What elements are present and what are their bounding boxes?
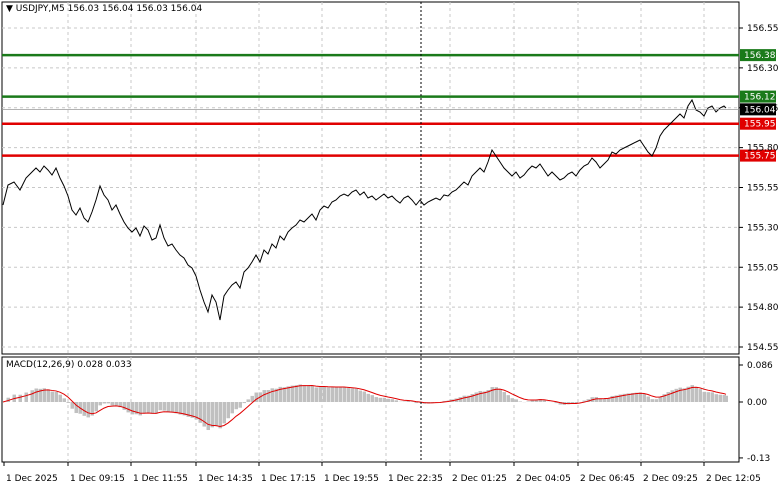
macd-panel-border — [2, 357, 739, 462]
price-tick-label: 156.55 — [747, 24, 779, 34]
price-tick-label: 156.30 — [747, 64, 779, 74]
grid — [2, 2, 739, 462]
price-axis: 156.55156.30156.05155.80155.55155.30155.… — [739, 24, 779, 464]
price-tick-label: 154.55 — [747, 343, 779, 353]
svg-text:155.95: 155.95 — [744, 120, 776, 130]
time-tick-label: 1 Dec 19:55 — [324, 474, 379, 484]
macd-label: MACD(12,26,9) 0.028 0.033 — [6, 360, 132, 370]
time-axis: 1 Dec 2025 1 Dec 09:15 1 Dec 11:55 1 Dec 14… — [4, 462, 761, 484]
svg-text:156.38: 156.38 — [744, 51, 776, 61]
svg-text:156.12: 156.12 — [744, 93, 776, 103]
time-tick-label: 2 Dec 09:25 — [643, 474, 698, 484]
time-tick-label: 2 Dec 01:25 — [452, 474, 507, 484]
symbol-ohlc: USDJPY,M5 156.03 156.04 156.03 156.04 — [16, 4, 202, 14]
price-line — [2, 100, 739, 320]
price-tick-label: 155.55 — [747, 184, 779, 194]
price-tick-label: 155.05 — [747, 263, 779, 273]
chart-title: ▼ USDJPY,M5 156.03 156.04 156.03 156.04 — [6, 4, 202, 14]
time-tick-label: 1 Dec 22:35 — [388, 474, 443, 484]
price-tick-label: 154.80 — [747, 303, 779, 313]
time-tick-label: 2 Dec 06:45 — [580, 474, 635, 484]
time-tick-label: 2 Dec 04:05 — [516, 474, 571, 484]
time-tick-label: 1 Dec 17:15 — [261, 474, 316, 484]
time-tick-label: 1 Dec 11:55 — [133, 474, 188, 484]
macd-tick-label: -0.13 — [747, 454, 770, 464]
time-tick-label: 1 Dec 14:35 — [198, 474, 253, 484]
macd-tick-label: 0.00 — [747, 398, 767, 408]
time-tick-label: 1 Dec 2025 — [6, 474, 58, 484]
time-tick-label: 2 Dec 12:05 — [706, 474, 761, 484]
macd-tick-label: 0.086 — [747, 361, 773, 371]
svg-text:156.04: 156.04 — [744, 105, 776, 115]
price-tick-label: 155.80 — [747, 144, 779, 154]
price-tick-label: 155.30 — [747, 223, 779, 233]
dropdown-triangle-icon[interactable]: ▼ — [6, 4, 13, 14]
time-tick-label: 1 Dec 09:15 — [70, 474, 125, 484]
macd-indicator — [3, 384, 728, 430]
